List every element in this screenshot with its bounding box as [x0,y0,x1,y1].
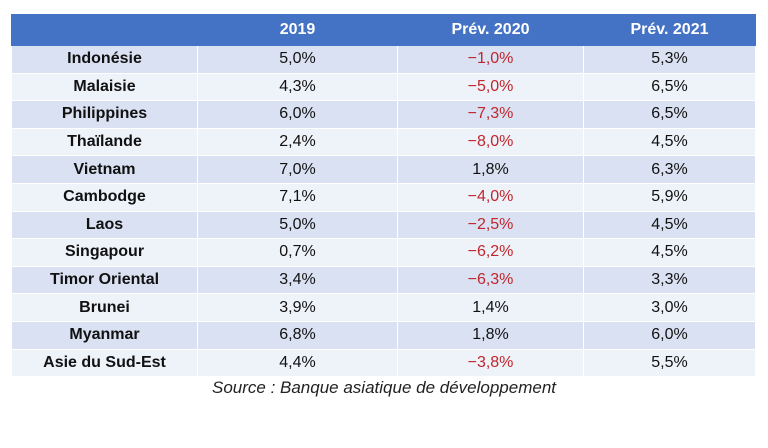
country-cell: Timor Oriental [11,265,198,295]
table-body: Indonésie 5,0% −1,0% 5,3% Malaisie 4,3% … [11,45,756,378]
header-2019: 2019 [197,14,398,46]
country-cell: Asie du Sud-Est [11,348,198,378]
header-row: 2019 Prév. 2020 Prév. 2021 [11,14,756,46]
table-row: Timor Oriental 3,4% −6,3% 3,3% [11,265,756,295]
value-2019: 6,0% [197,100,398,129]
value-prev-2021: 5,3% [583,45,756,74]
table-row: Malaisie 4,3% −5,0% 6,5% [11,72,756,102]
value-prev-2021: 4,5% [583,127,756,157]
value-2019: 3,9% [197,293,398,322]
value-prev-2020: −6,2% [397,238,584,267]
country-cell: Laos [11,210,198,240]
country-cell: Malaisie [11,72,198,102]
country-cell: Vietnam [11,155,198,184]
value-prev-2021: 6,5% [583,72,756,102]
source-caption: Source : Banque asiatique de développeme… [211,378,557,397]
value-2019: 3,4% [197,265,398,295]
value-2019: 4,4% [197,348,398,378]
value-prev-2021: 6,3% [583,155,756,184]
value-prev-2020: 1,8% [397,155,584,184]
growth-table-container: 2019 Prév. 2020 Prév. 2021 Indonésie 5,0… [11,14,756,378]
table-row: Myanmar 6,8% 1,8% 6,0% [11,320,756,350]
value-2019: 0,7% [197,238,398,267]
header-country [11,14,198,46]
country-cell: Myanmar [11,320,198,350]
value-2019: 5,0% [197,45,398,74]
value-2019: 7,0% [197,155,398,184]
value-prev-2020: −2,5% [397,210,584,240]
header-prev-2021: Prév. 2021 [583,14,756,46]
table-row: Thaïlande 2,4% −8,0% 4,5% [11,127,756,157]
table-row: Cambodge 7,1% −4,0% 5,9% [11,182,756,212]
table-header: 2019 Prév. 2020 Prév. 2021 [11,14,756,46]
growth-table: 2019 Prév. 2020 Prév. 2021 Indonésie 5,0… [11,14,756,378]
value-prev-2020: −7,3% [397,100,584,129]
value-2019: 4,3% [197,72,398,102]
country-cell: Cambodge [11,182,198,212]
header-prev-2020: Prév. 2020 [397,14,584,46]
table-row: Philippines 6,0% −7,3% 6,5% [11,100,756,129]
value-prev-2021: 6,5% [583,100,756,129]
country-cell: Brunei [11,293,198,322]
value-2019: 5,0% [197,210,398,240]
country-cell: Thaïlande [11,127,198,157]
value-prev-2020: −5,0% [397,72,584,102]
value-prev-2020: −3,8% [397,348,584,378]
value-prev-2020: 1,8% [397,320,584,350]
table-row: Singapour 0,7% −6,2% 4,5% [11,238,756,267]
country-cell: Philippines [11,100,198,129]
table-row: Vietnam 7,0% 1,8% 6,3% [11,155,756,184]
value-prev-2021: 5,9% [583,182,756,212]
value-prev-2020: −1,0% [397,45,584,74]
value-prev-2020: −8,0% [397,127,584,157]
value-prev-2020: −6,3% [397,265,584,295]
value-prev-2020: −4,0% [397,182,584,212]
country-cell: Singapour [11,238,198,267]
value-2019: 7,1% [197,182,398,212]
value-prev-2021: 6,0% [583,320,756,350]
value-prev-2021: 4,5% [583,238,756,267]
value-2019: 2,4% [197,127,398,157]
table-row: Asie du Sud-Est 4,4% −3,8% 5,5% [11,348,756,378]
value-2019: 6,8% [197,320,398,350]
value-prev-2021: 4,5% [583,210,756,240]
country-cell: Indonésie [11,45,198,74]
table-row: Brunei 3,9% 1,4% 3,0% [11,293,756,322]
value-prev-2020: 1,4% [397,293,584,322]
table-row: Indonésie 5,0% −1,0% 5,3% [11,45,756,74]
table-row: Laos 5,0% −2,5% 4,5% [11,210,756,240]
value-prev-2021: 3,0% [583,293,756,322]
value-prev-2021: 3,3% [583,265,756,295]
value-prev-2021: 5,5% [583,348,756,378]
